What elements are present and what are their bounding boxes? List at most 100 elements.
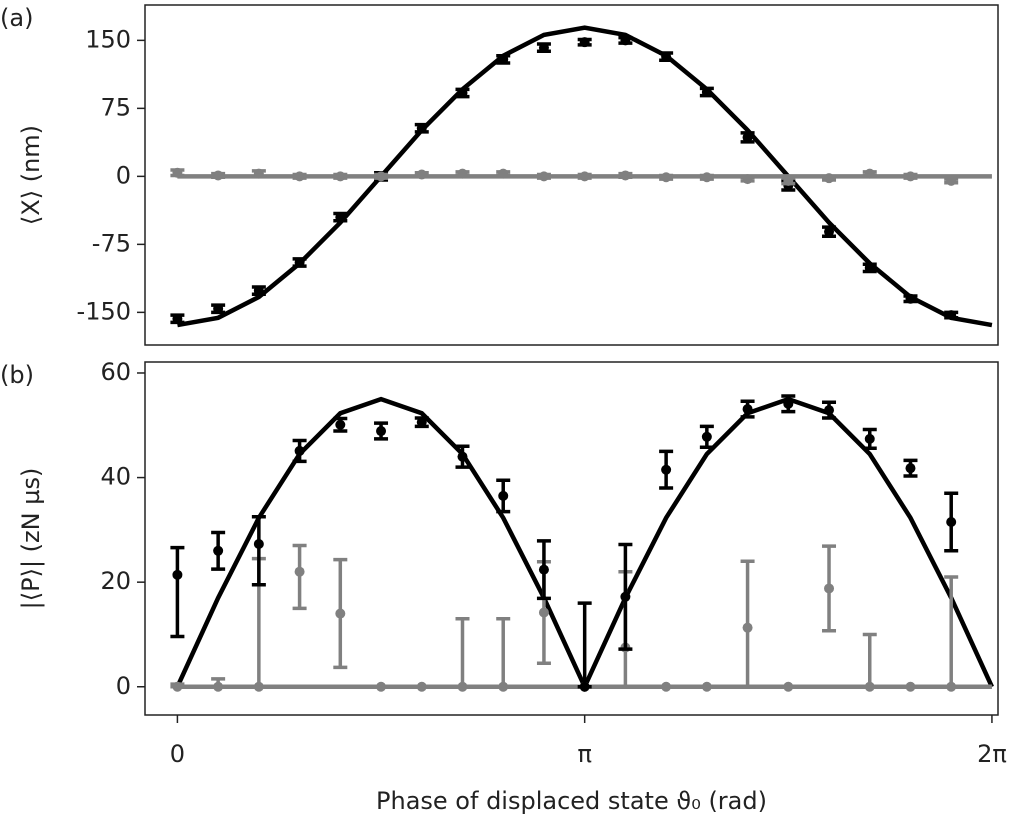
data-point xyxy=(335,171,346,182)
error-bar xyxy=(170,545,185,639)
data-point xyxy=(783,175,794,186)
x-tick-label: π xyxy=(577,740,591,768)
data-point xyxy=(620,35,631,46)
data-point xyxy=(498,54,509,65)
data-point xyxy=(579,681,590,692)
y-tick-label: -75 xyxy=(92,229,131,257)
data-point xyxy=(213,303,224,314)
data-point xyxy=(946,681,957,692)
data-point xyxy=(701,681,712,692)
data-point xyxy=(457,451,468,462)
data-point xyxy=(946,517,957,528)
y-tick-label: 75 xyxy=(100,93,131,121)
error-bar xyxy=(251,515,266,587)
data-point xyxy=(824,405,835,416)
data-point xyxy=(538,171,549,182)
data-point xyxy=(172,167,183,178)
data-point xyxy=(538,607,549,618)
data-point xyxy=(661,464,672,475)
data-point xyxy=(579,171,590,182)
data-point xyxy=(620,591,631,602)
data-point xyxy=(213,170,224,181)
y-tick-label: 0 xyxy=(116,672,131,700)
data-point xyxy=(213,681,224,692)
data-point xyxy=(172,313,183,324)
y-tick-label: 150 xyxy=(85,25,131,53)
data-point xyxy=(824,583,835,594)
data-point xyxy=(498,681,509,692)
data-point xyxy=(661,172,672,183)
error-bar xyxy=(944,575,959,689)
data-point xyxy=(457,87,468,98)
data-point xyxy=(946,310,957,321)
y-tick-label: 60 xyxy=(100,358,131,386)
data-point xyxy=(172,681,183,692)
data-point xyxy=(376,171,387,182)
data-point xyxy=(864,681,875,692)
data-point xyxy=(701,172,712,183)
data-point xyxy=(538,564,549,575)
axes-frame xyxy=(144,361,999,716)
y-tick-label: 40 xyxy=(100,463,131,491)
data-point xyxy=(376,426,387,437)
axes-frame xyxy=(144,4,999,346)
data-point xyxy=(824,173,835,184)
data-point xyxy=(620,170,631,181)
data-point xyxy=(905,171,916,182)
data-point xyxy=(294,171,305,182)
data-point xyxy=(253,538,264,549)
data-point xyxy=(905,293,916,304)
data-point xyxy=(742,404,753,415)
data-point xyxy=(457,681,468,692)
panel-label: (b) xyxy=(0,361,34,389)
data-point xyxy=(498,490,509,501)
data-point xyxy=(905,681,916,692)
data-point xyxy=(824,226,835,237)
x-axis-label: Phase of displaced state ϑ₀ (rad) xyxy=(376,787,767,815)
data-point xyxy=(538,42,549,53)
data-point xyxy=(579,37,590,48)
data-point xyxy=(742,174,753,185)
data-point xyxy=(905,463,916,474)
data-point xyxy=(864,433,875,444)
data-point xyxy=(213,545,224,556)
data-point xyxy=(661,51,672,62)
data-point xyxy=(335,608,346,619)
data-point xyxy=(416,417,427,428)
data-point xyxy=(294,566,305,577)
data-point xyxy=(253,681,264,692)
data-point xyxy=(416,681,427,692)
error-bar xyxy=(862,632,877,689)
y-axis-label: |⟨P⟩| (zN µs) xyxy=(17,468,45,610)
plot-area xyxy=(170,25,993,328)
data-point xyxy=(253,168,264,179)
data-point xyxy=(416,123,427,134)
y-tick-label: 20 xyxy=(100,567,131,595)
y-tick-label: 0 xyxy=(116,161,131,189)
data-point xyxy=(172,569,183,580)
plot-area xyxy=(170,394,994,693)
data-point xyxy=(498,168,509,179)
data-point xyxy=(742,622,753,633)
error-bar xyxy=(292,543,307,611)
data-point xyxy=(701,431,712,442)
data-point xyxy=(335,212,346,223)
error-bar xyxy=(455,617,470,689)
x-tick-label: 2π xyxy=(977,740,1007,768)
data-point xyxy=(335,419,346,430)
panel-label: (a) xyxy=(0,4,33,32)
data-point xyxy=(294,445,305,456)
y-tick-label: -150 xyxy=(77,297,131,325)
x-tick-label: 0 xyxy=(170,740,185,768)
data-point xyxy=(946,175,957,186)
data-point xyxy=(376,681,387,692)
data-point xyxy=(416,169,427,180)
error-bar xyxy=(496,617,511,689)
data-point xyxy=(864,262,875,273)
data-point xyxy=(701,87,712,98)
data-point xyxy=(661,681,672,692)
data-point xyxy=(864,168,875,179)
data-point xyxy=(253,285,264,296)
fit-line xyxy=(177,25,993,328)
